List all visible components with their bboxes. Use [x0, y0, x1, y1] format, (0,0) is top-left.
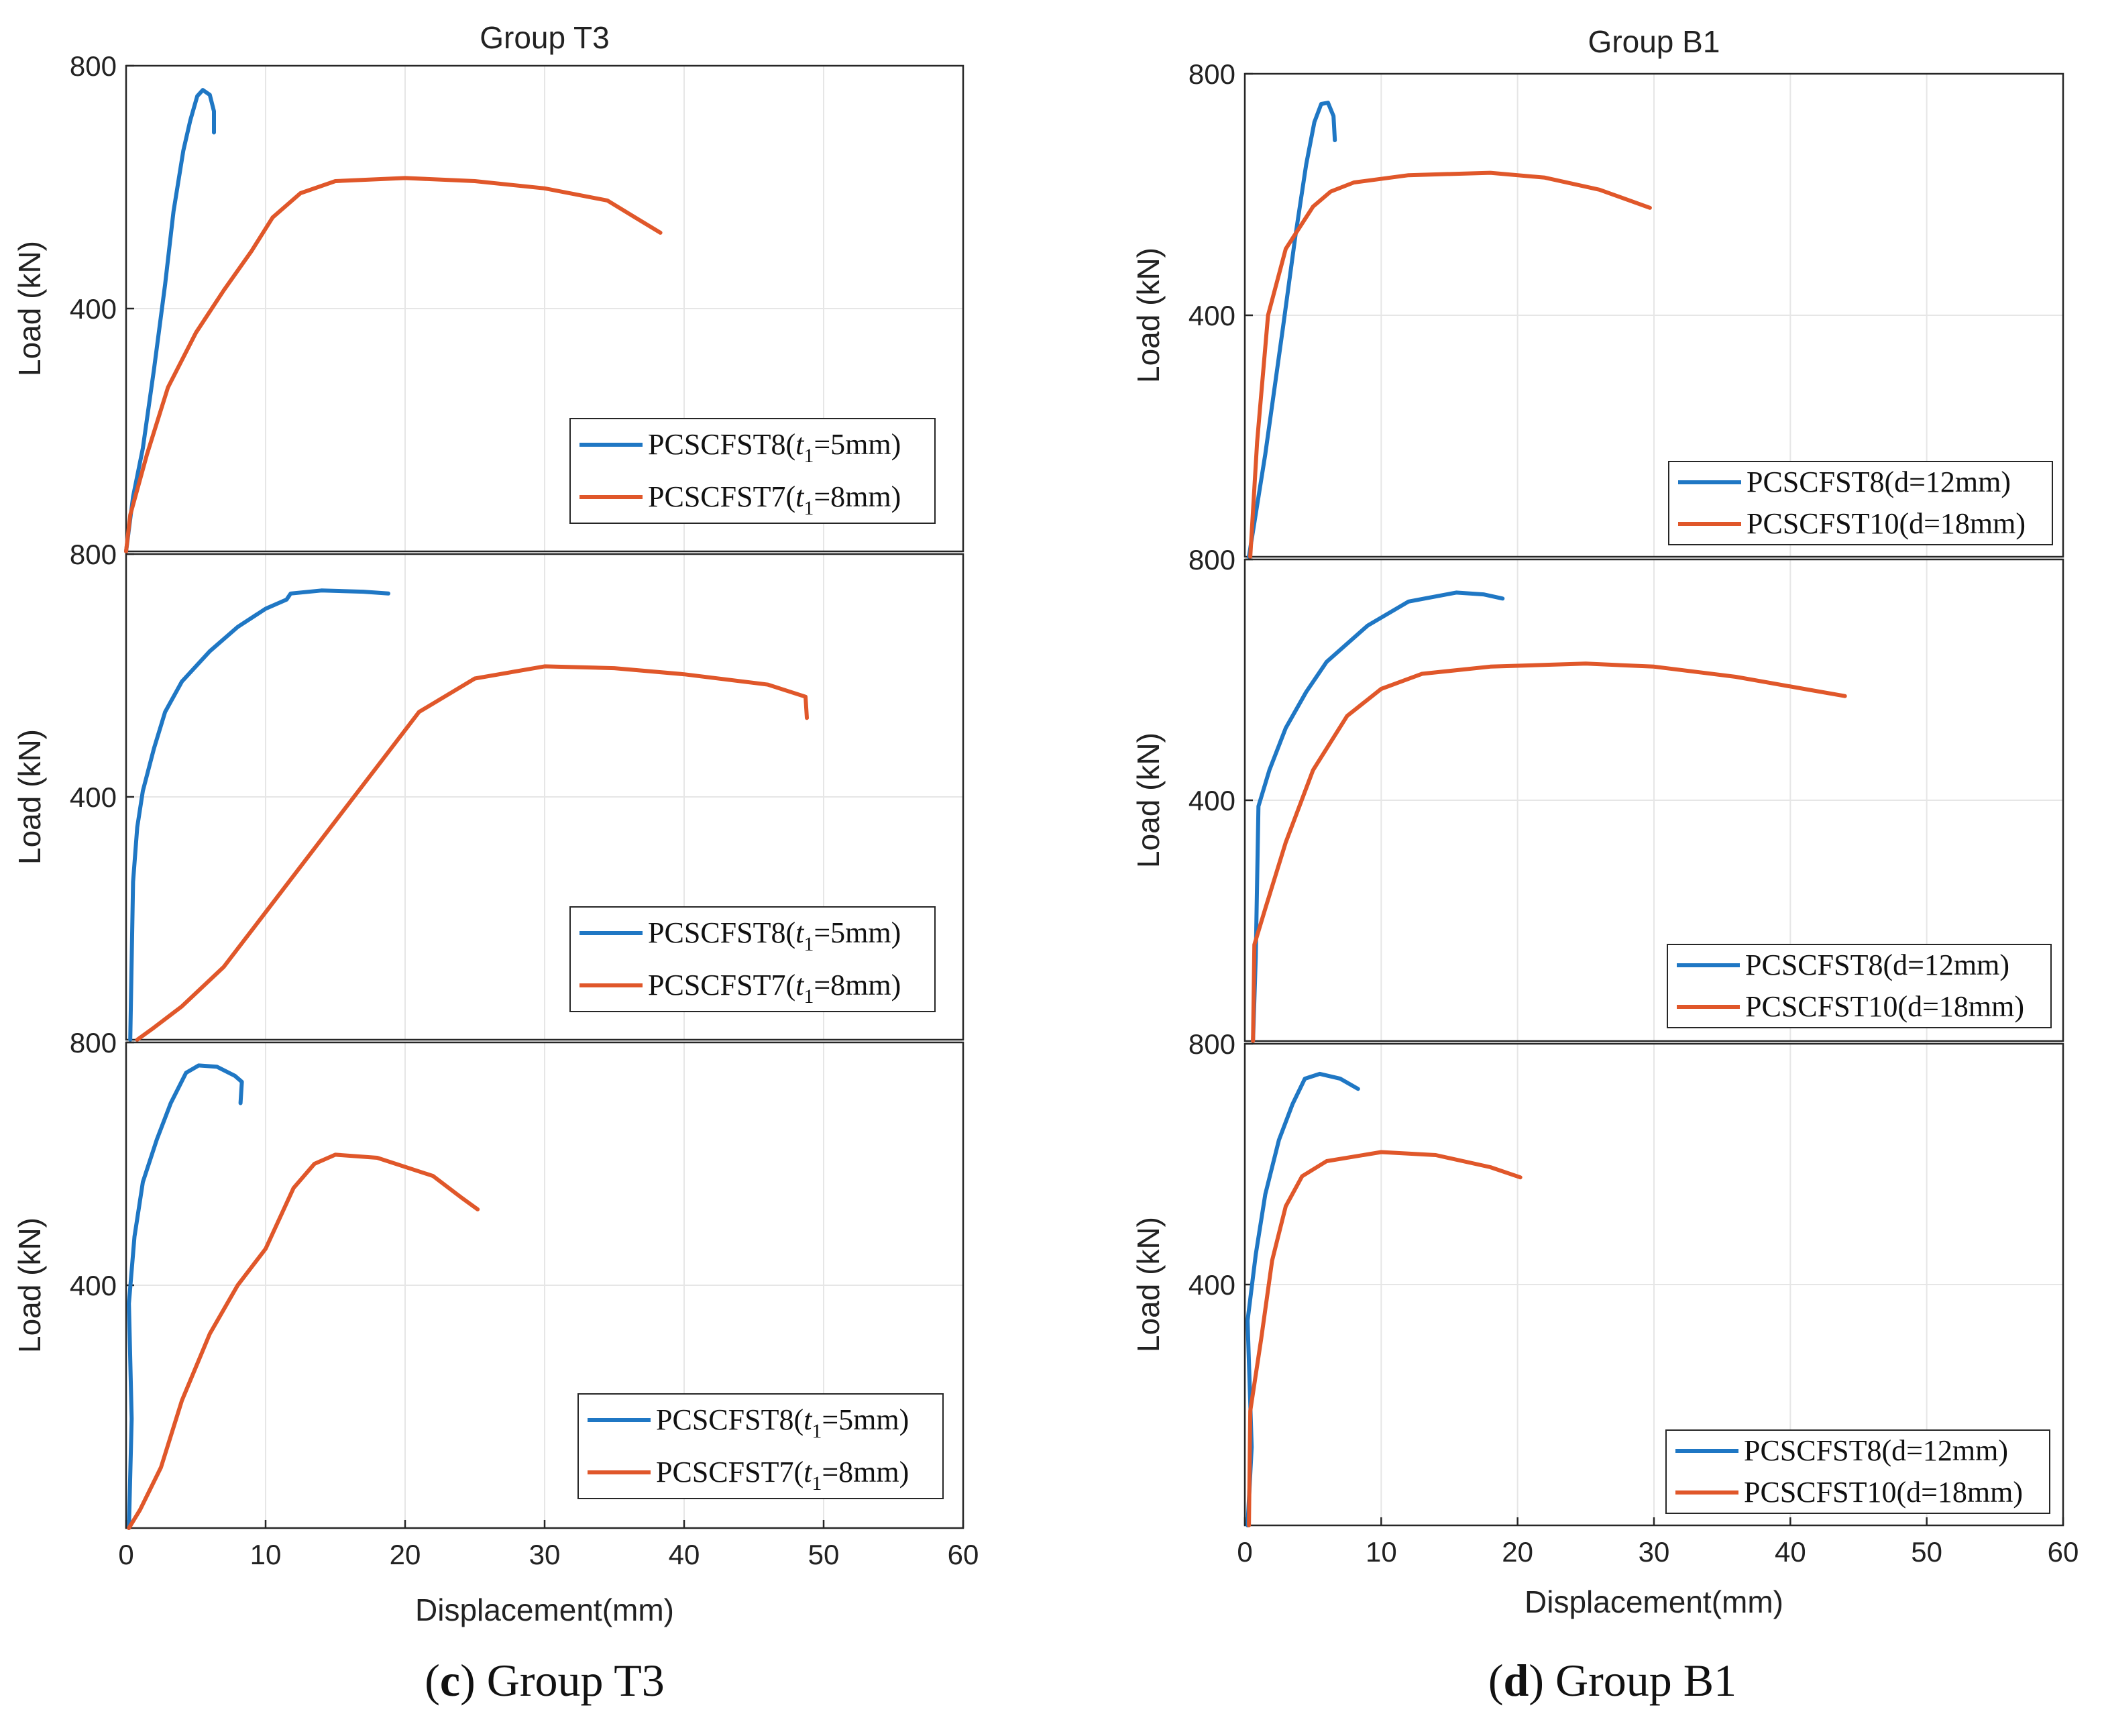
y-axis-label: Load (kN) [1131, 248, 1166, 383]
x-tick-label: 50 [808, 1539, 840, 1570]
legend-box [569, 418, 936, 524]
legend: PCSCFST8(t1=5mm) PCSCFST7(t1=8mm) [569, 906, 936, 1012]
series-line-pcscfst8 [124, 88, 216, 553]
series-line-pcscfst8 [128, 588, 390, 1042]
y-tick-label: 800 [1188, 1028, 1235, 1060]
y-tick-label: 400 [70, 781, 117, 813]
y-tick-label: 400 [1188, 300, 1235, 331]
legend-label: PCSCFST10(d=18mm) [1747, 507, 2026, 540]
panel-c-1: 400 800 Load (kN) PCSCFST8(t1=5mm) PCSCFST7(… [12, 50, 964, 553]
x-tick-label: 10 [250, 1539, 282, 1570]
legend-label: PCSCFST7(t1=8mm) [648, 969, 901, 1008]
legend-label: PCSCFST8(d=12mm) [1745, 948, 2009, 981]
legend-label: PCSCFST8(t1=5mm) [656, 1403, 909, 1442]
x-tick-label: 30 [1639, 1536, 1670, 1568]
y-tick-label: 400 [70, 1270, 117, 1301]
y-axis-label: Load (kN) [12, 729, 47, 865]
panel-d-1: 400 800 Load (kN) PCSCFST8(d=12mm) PCSCFST10… [1131, 58, 2064, 559]
legend-label: PCSCFST8(t1=5mm) [648, 428, 901, 467]
y-axis-label: Load (kN) [1131, 1217, 1166, 1352]
x-tick-label: 60 [2048, 1536, 2079, 1568]
x-axis-label: Displacement(mm) [415, 1592, 674, 1627]
x-tick-label: 20 [390, 1539, 421, 1570]
legend: PCSCFST8(d=12mm) PCSCFST10(d=18mm) [1668, 461, 2053, 545]
series-line-pcscfst8 [127, 1063, 244, 1530]
y-tick-label: 400 [70, 293, 117, 325]
legend: PCSCFST8(t1=5mm) PCSCFST7(t1=8mm) [569, 418, 936, 524]
y-tick-label: 800 [70, 1027, 117, 1059]
y-tick-label: 400 [1188, 1269, 1235, 1301]
y-tick-label: 400 [1188, 785, 1235, 816]
series-line-pcscfst10 [1247, 1150, 1523, 1527]
legend: PCSCFST8(t1=5mm) PCSCFST7(t1=8mm) [577, 1393, 944, 1499]
x-tick-label: 20 [1502, 1536, 1533, 1568]
series-line-pcscfst8 [1251, 590, 1505, 1043]
y-axis-label: Load (kN) [12, 241, 47, 376]
series-line-pcscfst10 [1248, 170, 1652, 559]
legend-label: PCSCFST10(d=18mm) [1745, 990, 2024, 1023]
panel-c-2: 400 800 Load (kN) PCSCFST8(t1=5mm) PCSCFST7(… [12, 539, 964, 1042]
x-tick-label: 50 [1911, 1536, 1942, 1568]
legend-box [577, 1393, 944, 1499]
series-line-pcscfst10 [1251, 661, 1847, 1043]
y-axis-label: Load (kN) [12, 1217, 47, 1353]
legend-label: PCSCFST8(d=12mm) [1744, 1434, 2008, 1467]
legend-box [1667, 944, 2052, 1028]
legend: PCSCFST8(d=12mm) PCSCFST10(d=18mm) [1665, 1429, 2050, 1514]
panel-d-3: 400 800 Load (kN) PCSCFST8(d=12mm) PCSCFST10… [1131, 1028, 2064, 1527]
chart-title: Group T3 [480, 20, 609, 55]
legend-box [569, 906, 936, 1012]
legend-label: PCSCFST8(t1=5mm) [648, 916, 901, 955]
series-line-pcscfst8 [1247, 101, 1337, 559]
x-tick-label: 0 [1237, 1536, 1252, 1568]
series-line-pcscfst8 [1246, 1071, 1360, 1527]
figure-caption: (c) Group T3 [425, 1655, 665, 1706]
x-tick-label: 0 [118, 1539, 133, 1570]
legend-box [1665, 1429, 2050, 1514]
panel-d-2: 400 800 Load (kN) PCSCFST8(d=12mm) PCSCFST10… [1131, 544, 2064, 1043]
legend-label: PCSCFST8(d=12mm) [1747, 466, 2011, 498]
y-tick-label: 800 [1188, 58, 1235, 90]
legend-label: PCSCFST10(d=18mm) [1744, 1476, 2023, 1509]
figure-caption: (d) Group B1 [1488, 1655, 1736, 1706]
y-tick-label: 800 [1188, 544, 1235, 576]
y-axis-label: Load (kN) [1131, 733, 1166, 868]
series-line-pcscfst7 [124, 176, 663, 553]
chart-title: Group B1 [1588, 24, 1720, 59]
series-line-pcscfst7 [135, 664, 809, 1042]
series-line-pcscfst7 [127, 1152, 480, 1530]
legend-box [1668, 461, 2053, 545]
y-tick-label: 800 [70, 539, 117, 570]
x-tick-label: 40 [1775, 1536, 1806, 1568]
x-tick-label: 60 [948, 1539, 979, 1570]
panel-c-3: 400 800 Load (kN) PCSCFST8(t1=5mm) PCSCFST7(… [12, 1027, 964, 1530]
legend: PCSCFST8(d=12mm) PCSCFST10(d=18mm) [1667, 944, 2052, 1028]
legend-label: PCSCFST7(t1=8mm) [656, 1456, 909, 1495]
x-tick-label: 10 [1366, 1536, 1397, 1568]
x-tick-label: 40 [669, 1539, 700, 1570]
legend-label: PCSCFST7(t1=8mm) [648, 480, 901, 519]
x-axis-label: Displacement(mm) [1525, 1584, 1783, 1619]
y-tick-label: 800 [70, 50, 117, 82]
x-tick-label: 30 [529, 1539, 561, 1570]
